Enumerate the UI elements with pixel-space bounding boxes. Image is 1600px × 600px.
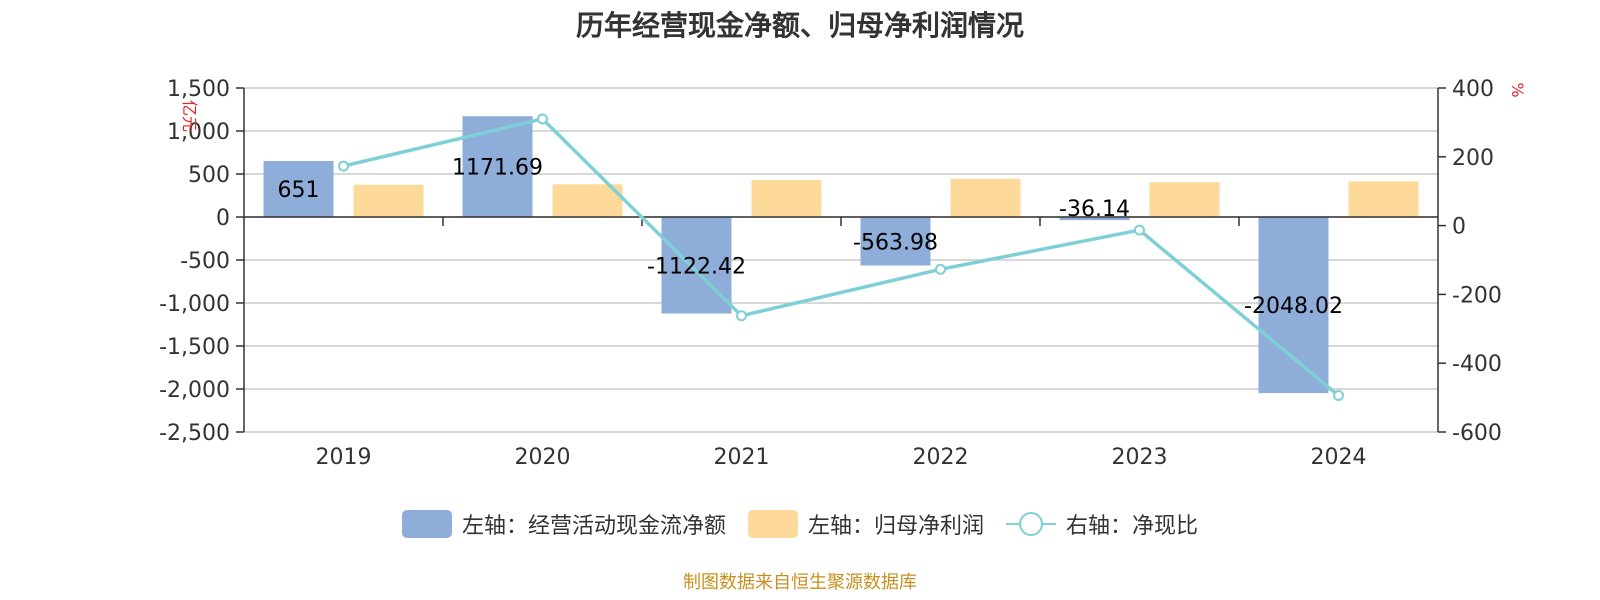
right-tick-label: -200 [1452, 283, 1502, 308]
data-label-cashflow: -1122.42 [647, 254, 746, 279]
right-tick-label: 200 [1452, 146, 1494, 171]
category-label: 2022 [913, 445, 969, 470]
data-label-cashflow: 1171.69 [452, 156, 543, 181]
bars [263, 116, 1419, 394]
chart-title: 历年经营现金净额、归母净利润情况 [575, 9, 1024, 42]
left-axis-unit: 亿元 [180, 100, 199, 132]
legend-swatch-cashflow [401, 510, 452, 538]
data-label-cashflow: -36.14 [1059, 197, 1130, 222]
right-tick-label: -400 [1452, 352, 1502, 377]
right-tick-label: 400 [1452, 77, 1494, 102]
source-note: 制图数据来自恒生聚源数据库 [683, 572, 917, 593]
bar-profit [353, 184, 424, 217]
bar-cashflow [462, 116, 533, 217]
category-label: 2019 [316, 445, 372, 470]
bar-cashflow [1258, 217, 1329, 394]
legend-label-cashflow: 左轴：经营活动现金流净额 [461, 514, 726, 539]
bar-profit [950, 178, 1021, 217]
bar-cashflow [860, 217, 931, 266]
bar-profit [751, 180, 822, 217]
ratio-line [338, 113, 1344, 402]
right-tick-label: 0 [1452, 215, 1466, 240]
bar-cashflow [1059, 217, 1130, 221]
left-tick-label: 0 [216, 206, 230, 231]
ratio-point [1134, 224, 1145, 236]
left-tick-label: -500 [180, 249, 230, 274]
category-label: 2023 [1112, 445, 1168, 470]
data-label-cashflow: -2048.02 [1244, 294, 1343, 319]
right-tick-label: -600 [1452, 421, 1502, 446]
legend-swatch-profit [747, 510, 798, 538]
bar-cashflow [263, 161, 334, 217]
legend-item-ratio[interactable]: 右轴：净现比 [1006, 508, 1198, 540]
legend-item-profit[interactable]: 左轴：归母净利润 [747, 508, 984, 540]
axes: 1,500 1,000 500 0 -500 -1,000 -1,500 -2,000 -2,5… [159, 77, 1527, 470]
bar-profit [552, 184, 623, 217]
category-label: 2021 [714, 445, 770, 470]
legend-label-ratio: 右轴：净现比 [1066, 514, 1199, 539]
left-tick-label: -2,000 [159, 378, 230, 403]
bar-cashflow [661, 217, 732, 314]
legend-swatch-ratio [1006, 510, 1056, 538]
left-tick-label: 500 [188, 163, 230, 188]
ratio-point [537, 113, 548, 125]
left-tick-label: -1,000 [159, 292, 230, 317]
category-label: 2024 [1311, 445, 1367, 470]
left-tick-label: -1,500 [159, 335, 230, 360]
left-tick-label: -2,500 [159, 421, 230, 446]
bar-profit [1149, 182, 1220, 217]
left-tick-label: 1,000 [167, 120, 230, 145]
category-label: 2020 [515, 445, 571, 470]
bar-profit [1348, 181, 1419, 217]
ratio-point [935, 263, 946, 275]
right-axis-unit: % [1508, 82, 1527, 97]
legend-label-profit: 左轴：归母净利润 [807, 514, 984, 539]
ratio-point [1333, 390, 1344, 402]
ratio-point [338, 160, 349, 172]
legend: 左轴：经营活动现金流净额 左轴：归母净利润 右轴：净现比 [0, 508, 1600, 540]
left-tick-label: 1,500 [167, 77, 230, 102]
data-labels: 651 1171.69 -1122.42 -563.98 -36.14 -2048.02 [278, 156, 1343, 319]
ratio-line-path [343, 117, 1340, 397]
legend-item-cashflow[interactable]: 左轴：经营活动现金流净额 [401, 508, 726, 540]
ratio-point [736, 310, 747, 322]
data-label-cashflow: -563.98 [853, 230, 938, 255]
data-label-cashflow: 651 [278, 178, 320, 203]
